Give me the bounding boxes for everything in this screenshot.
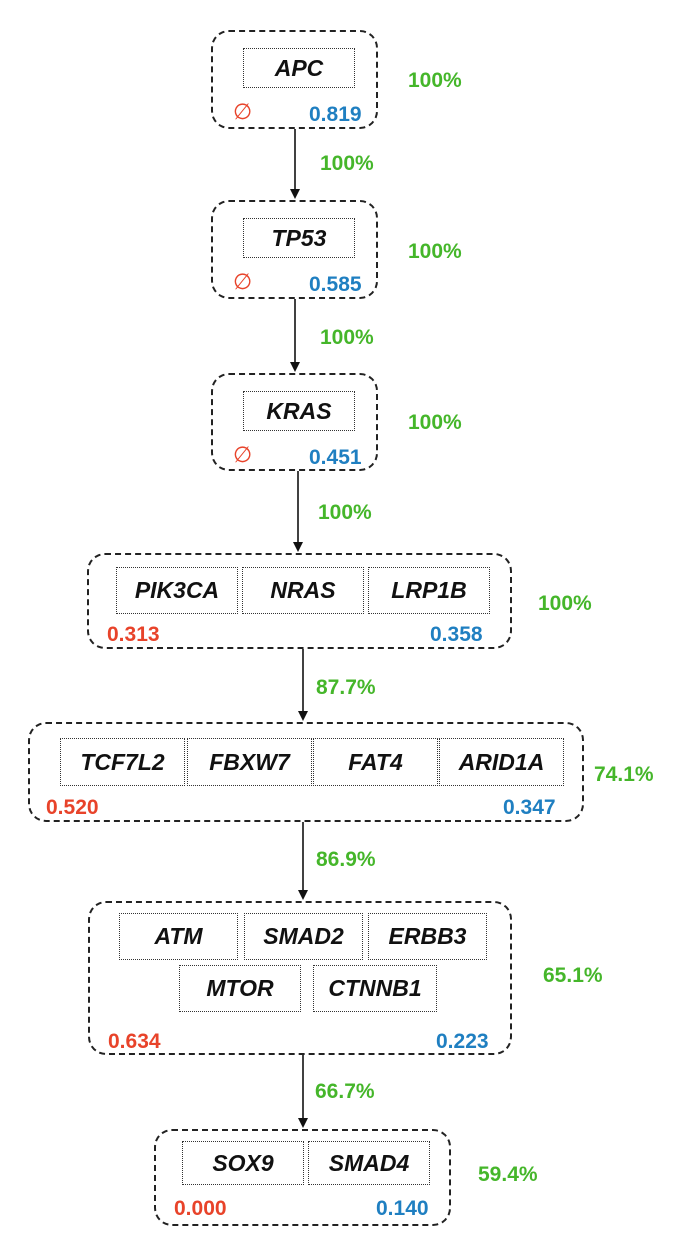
node-percent: 65.1% [543, 964, 603, 987]
gene-box: FBXW7 [187, 738, 312, 786]
right-value: 0.358 [430, 623, 483, 646]
node-group-6: ATM SMAD2 ERBB3 MTOR CTNNB1 0.634 0.223 [88, 901, 512, 1055]
gene-box: TCF7L2 [60, 738, 185, 786]
node-percent: 100% [538, 592, 592, 615]
gene-box: ARID1A [439, 738, 564, 786]
node-percent: 100% [408, 69, 462, 92]
node-percent: 59.4% [478, 1163, 538, 1186]
left-value: ∅ [233, 100, 253, 125]
right-value: 0.585 [309, 273, 362, 296]
edge-percent: 66.7% [315, 1080, 375, 1103]
left-value: ∅ [233, 443, 253, 468]
left-value: 0.634 [108, 1030, 161, 1053]
right-value: 0.223 [436, 1030, 489, 1053]
node-percent: 100% [408, 240, 462, 263]
node-percent: 74.1% [594, 763, 654, 786]
right-value: 0.347 [503, 796, 556, 819]
gene-box: SMAD4 [308, 1141, 430, 1185]
edge-percent: 100% [318, 501, 372, 524]
gene-box: LRP1B [368, 567, 490, 614]
gene-box: SOX9 [182, 1141, 304, 1185]
gene-box: TP53 [243, 218, 355, 258]
gene-box: NRAS [242, 567, 364, 614]
gene-box: KRAS [243, 391, 355, 431]
node-group-4: PIK3CA NRAS LRP1B 0.313 0.358 [87, 553, 512, 649]
gene-box: PIK3CA [116, 567, 238, 614]
gene-box: SMAD2 [244, 913, 363, 960]
node-group-3: KRAS ∅ 0.451 [211, 373, 378, 471]
gene-box: ERBB3 [368, 913, 487, 960]
right-value: 0.140 [376, 1197, 429, 1220]
gene-box: ATM [119, 913, 238, 960]
gene-box: FAT4 [313, 738, 438, 786]
right-value: 0.451 [309, 446, 362, 469]
gene-box: MTOR [179, 965, 301, 1012]
edge-percent: 100% [320, 326, 374, 349]
gene-box: CTNNB1 [313, 965, 437, 1012]
node-group-1: APC ∅ 0.819 [211, 30, 378, 129]
edge-percent: 86.9% [316, 848, 376, 871]
node-group-2: TP53 ∅ 0.585 [211, 200, 378, 299]
edge-percent: 100% [320, 152, 374, 175]
right-value: 0.819 [309, 103, 362, 126]
edge-percent: 87.7% [316, 676, 376, 699]
left-value: ∅ [233, 270, 253, 295]
left-value: 0.520 [46, 796, 99, 819]
node-percent: 100% [408, 411, 462, 434]
node-group-5: TCF7L2 FBXW7 FAT4 ARID1A 0.520 0.347 [28, 722, 584, 822]
node-group-7: SOX9 SMAD4 0.000 0.140 [154, 1129, 451, 1226]
left-value: 0.313 [107, 623, 160, 646]
left-value: 0.000 [174, 1197, 227, 1220]
gene-box: APC [243, 48, 355, 88]
